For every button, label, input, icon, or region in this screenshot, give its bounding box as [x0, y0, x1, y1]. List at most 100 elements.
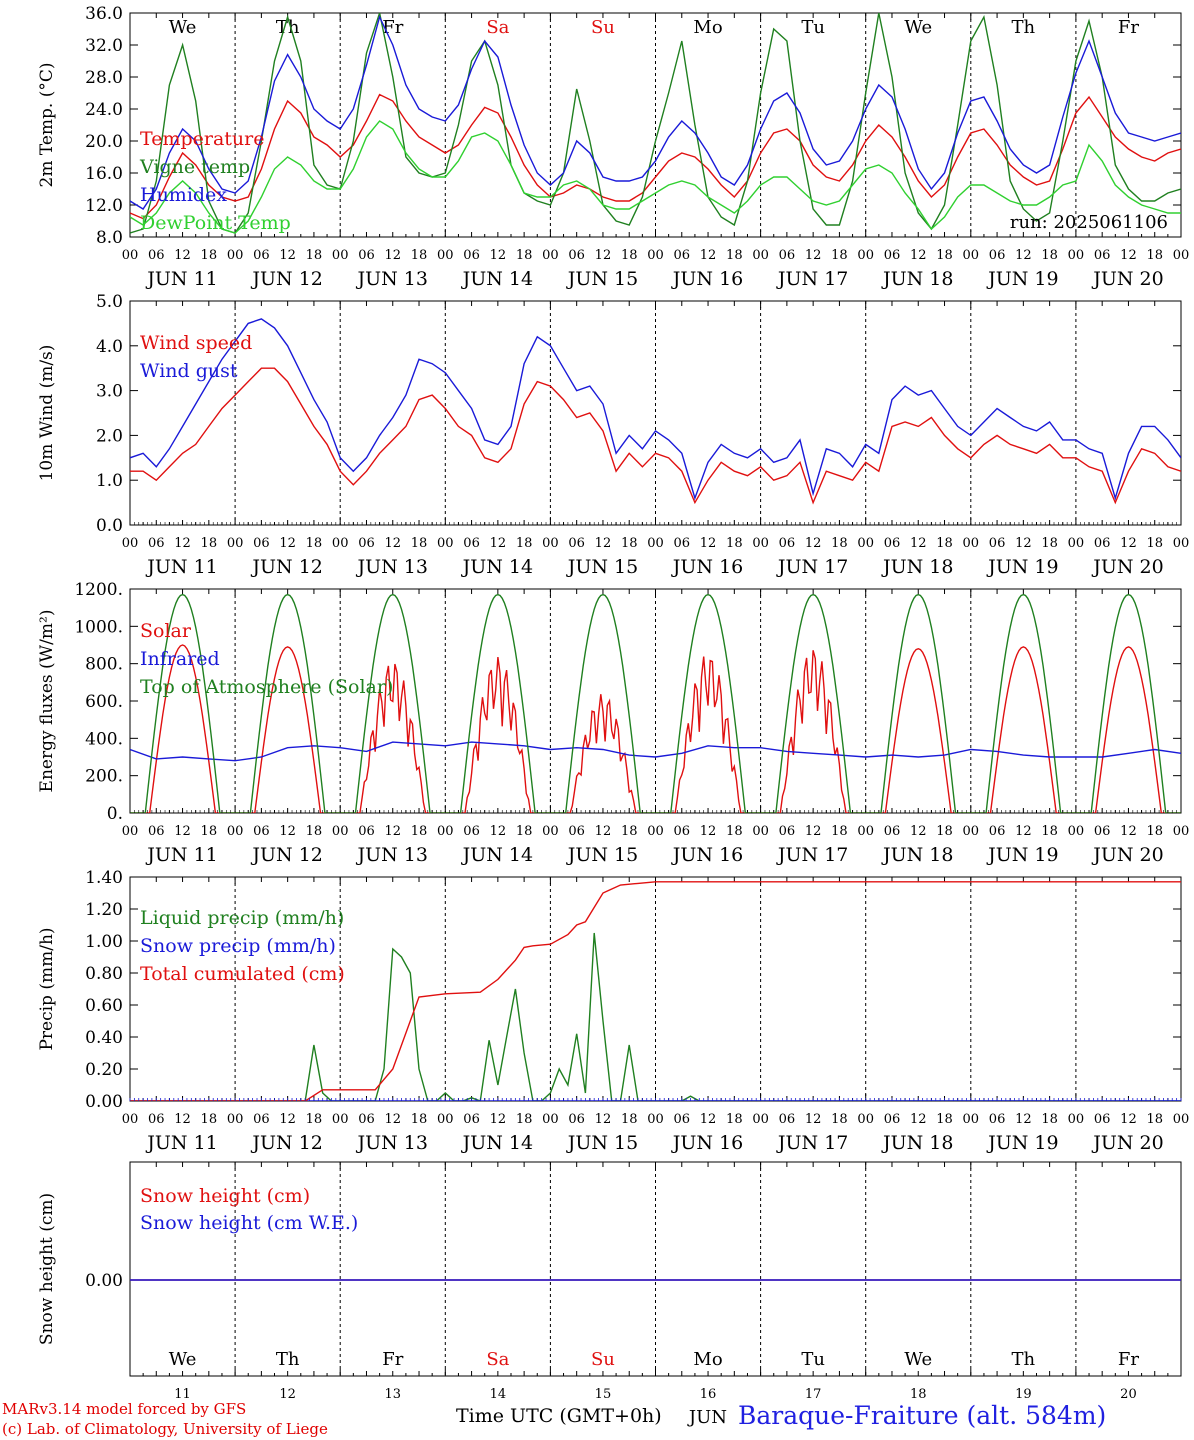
date-label: JUN 16 — [671, 844, 743, 866]
hour-tick-label: 12 — [1120, 1112, 1137, 1127]
weekday-label: Th — [276, 1349, 300, 1370]
precip-panel: 0.00 0.20 0.40 0.60 0.80 1.00 1.20 1.40 Precip (… — [37, 868, 1189, 1154]
hour-tick-label: 06 — [989, 536, 1006, 551]
date-label: JUN 16 — [671, 268, 743, 290]
hour-tick-label: 00 — [1173, 248, 1190, 263]
date-label: JUN 17 — [776, 1132, 848, 1154]
hour-tick-label: 12 — [595, 248, 612, 263]
hour-tick-label: 12 — [384, 248, 401, 263]
temperature-series-group — [130, 13, 1181, 234]
legend-snow-precip-mm-h: Snow precip (mm/h) — [140, 935, 336, 957]
hour-tick-label: 06 — [253, 536, 270, 551]
hour-tick-label: 00 — [227, 824, 244, 839]
hour-tick-label: 00 — [227, 1112, 244, 1127]
legend-vigne-temp: Vigne temp — [139, 156, 250, 178]
hour-tick-label: 00 — [437, 248, 454, 263]
y-tick-label: 1.20 — [85, 900, 123, 920]
date-label: JUN 19 — [986, 268, 1058, 290]
hour-tick-label: 18 — [1146, 248, 1163, 263]
hour-tick-label: 06 — [568, 248, 585, 263]
total-cumulated-cm-line — [130, 881, 1181, 1101]
y-tick-label: 1.0 — [96, 471, 123, 491]
date-label: JUN 14 — [461, 1132, 533, 1154]
liquid-precip-mm-h-line — [130, 932, 1181, 1101]
date-label: JUN 18 — [881, 268, 953, 290]
weekday-label: Th — [276, 17, 300, 38]
hour-tick-label: 12 — [279, 248, 296, 263]
solar-line — [130, 644, 1181, 813]
wind-gust-line — [130, 318, 1181, 501]
bottom-month-label: JUN — [687, 1407, 727, 1428]
y-tick-label: 200. — [85, 767, 123, 787]
precip-series-group — [130, 881, 1181, 1101]
hour-tick-label: 00 — [1173, 824, 1190, 839]
y-tick-label: 4.0 — [96, 337, 123, 357]
hour-tick-label: 18 — [306, 824, 323, 839]
y-tick-label: 16.0 — [85, 164, 123, 184]
hour-tick-label: 18 — [726, 1112, 743, 1127]
y-tick-label: 0.60 — [85, 996, 123, 1016]
hour-tick-label: 06 — [253, 1112, 270, 1127]
hour-tick-label: 18 — [306, 536, 323, 551]
date-label: JUN 15 — [566, 556, 638, 578]
temperature-frame — [129, 12, 1182, 238]
legend-wind-gust: Wind gust — [140, 360, 238, 382]
date-label: JUN 17 — [776, 556, 848, 578]
hour-tick-label: 00 — [857, 536, 874, 551]
hour-tick-label: 00 — [332, 248, 349, 263]
vigne-temp-line — [130, 13, 1181, 234]
hour-tick-label: 18 — [411, 824, 428, 839]
wind-ylabel: 10m Wind (m/s) — [37, 345, 57, 482]
hour-tick-label: 18 — [516, 1112, 533, 1127]
bottom-day-number: 13 — [384, 1387, 401, 1402]
hour-tick-label: 06 — [779, 248, 796, 263]
hour-tick-label: 12 — [1120, 824, 1137, 839]
hour-tick-label: 12 — [279, 1112, 296, 1127]
weekday-label: Su — [591, 17, 615, 38]
hour-tick-label: 12 — [595, 1112, 612, 1127]
y-tick-label: 0.00 — [85, 1092, 123, 1112]
hour-tick-label: 18 — [936, 1112, 953, 1127]
date-label: JUN 17 — [776, 268, 848, 290]
date-label: JUN 12 — [250, 556, 322, 578]
hour-tick-label: 12 — [384, 536, 401, 551]
date-label: JUN 16 — [671, 556, 743, 578]
hour-tick-label: 00 — [122, 824, 139, 839]
weekday-label: We — [169, 1349, 197, 1370]
hour-tick-label: 18 — [726, 248, 743, 263]
hour-tick-label: 00 — [542, 248, 559, 263]
energy-panel: 0. 200. 400. 600. 800. 1000. 1200. Energy fluxe… — [37, 580, 1189, 866]
hour-tick-label: 18 — [831, 536, 848, 551]
date-label: JUN 20 — [1091, 844, 1163, 866]
hour-tick-label: 00 — [963, 536, 980, 551]
bottom-day-number: 11 — [174, 1387, 191, 1402]
hour-tick-label: 12 — [279, 536, 296, 551]
hour-tick-label: 06 — [1094, 824, 1111, 839]
date-label: JUN 20 — [1091, 556, 1163, 578]
date-label: JUN 11 — [145, 268, 217, 290]
snow-ylabel: Snow height (cm) — [37, 1193, 57, 1345]
y-tick-label: 0.0 — [96, 516, 123, 536]
hour-tick-label: 18 — [201, 536, 218, 551]
hour-tick-label: 06 — [253, 824, 270, 839]
run-annotation: run: 2025061106 — [1010, 212, 1168, 233]
y-tick-label: 1.00 — [85, 932, 123, 952]
hour-tick-label: 00 — [752, 536, 769, 551]
hour-tick-label: 06 — [884, 824, 901, 839]
hour-tick-label: 06 — [568, 1112, 585, 1127]
legend-solar: Solar — [140, 620, 192, 642]
hour-tick-label: 12 — [910, 248, 927, 263]
hour-tick-label: 18 — [201, 824, 218, 839]
snow-panel: 0.00 Snow height (cm) We Th Fr Sa Su Mo Tu We Th Fr… — [37, 1161, 1182, 1428]
hour-tick-label: 12 — [1015, 1112, 1032, 1127]
date-label: JUN 20 — [1091, 268, 1163, 290]
hour-tick-label: 00 — [122, 536, 139, 551]
hour-tick-label: 18 — [306, 248, 323, 263]
hour-tick-label: 06 — [779, 536, 796, 551]
hour-tick-label: 12 — [1120, 248, 1137, 263]
hour-tick-label: 00 — [437, 1112, 454, 1127]
date-label: JUN 15 — [566, 1132, 638, 1154]
hour-tick-label: 06 — [463, 536, 480, 551]
hour-tick-label: 18 — [621, 248, 638, 263]
